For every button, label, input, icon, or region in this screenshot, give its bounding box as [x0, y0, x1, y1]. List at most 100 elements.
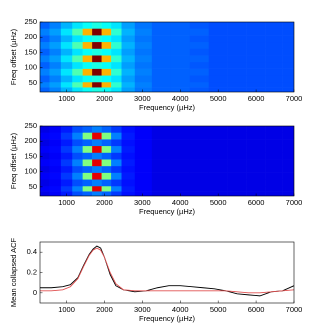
heat-cell — [49, 145, 62, 153]
series-line — [40, 245, 294, 297]
heat-cell — [189, 22, 210, 29]
heat-cell — [121, 172, 136, 180]
heat-cell — [101, 132, 112, 140]
heat-cell — [246, 81, 266, 88]
heat-cell — [246, 185, 266, 192]
heat-cell — [121, 159, 136, 167]
heat-cell — [151, 172, 172, 180]
heat-cell — [189, 35, 210, 43]
heat-cell — [282, 191, 294, 196]
heat-cell — [265, 41, 283, 49]
heat-cell — [101, 55, 112, 63]
heat-cell — [60, 81, 73, 88]
heat-cell — [246, 126, 266, 133]
heat-cell — [227, 191, 247, 196]
y-tick-label: 250 — [24, 121, 37, 130]
heat-cell — [282, 75, 294, 83]
heat-cell — [265, 87, 283, 92]
heat-cell — [134, 152, 153, 160]
heat-cell — [189, 185, 210, 192]
heat-cell — [60, 75, 73, 83]
x-tick-label: 1000 — [58, 198, 75, 207]
heat-cell — [72, 185, 83, 192]
heat-cell — [170, 126, 191, 133]
heat-cell — [92, 185, 102, 192]
heat-cell — [265, 28, 283, 36]
heat-cell — [82, 75, 93, 83]
heat-cell — [170, 28, 191, 36]
y-tick-label: 150 — [24, 47, 37, 56]
heat-cell — [60, 172, 73, 180]
heat-cell — [82, 87, 93, 92]
heat-cell — [170, 61, 191, 69]
heat-cell — [189, 139, 210, 147]
heat-cell — [60, 35, 73, 43]
heat-cell — [246, 179, 266, 187]
heat-cell — [111, 145, 122, 153]
figure: 1000 2000 3000 4000 5000 6000 7000501001502002… — [9, 17, 303, 323]
heat-cell — [282, 126, 294, 133]
heat-cell — [101, 165, 112, 173]
heat-cell — [60, 126, 73, 133]
heat-cell — [170, 48, 191, 56]
heat-cell — [40, 22, 50, 29]
heat-cell — [151, 28, 172, 36]
y-tick-label: 50 — [29, 78, 37, 87]
heat-cell — [92, 75, 102, 83]
heat-cell — [170, 75, 191, 83]
heat-cell — [282, 28, 294, 36]
heat-cell — [134, 145, 153, 153]
heat-cell — [82, 132, 93, 140]
x-tick-label: 2000 — [96, 94, 113, 103]
heat-cell — [208, 81, 228, 88]
heat-cell — [72, 172, 83, 180]
y-tick-label: 50 — [29, 182, 37, 191]
heat-cell — [189, 75, 210, 83]
y-axis-label: Freq offset (µHz) — [9, 132, 18, 189]
heat-cell — [208, 22, 228, 29]
heat-cell — [227, 81, 247, 88]
heat-cell — [101, 185, 112, 192]
heat-cell — [265, 185, 283, 192]
heat-cell — [208, 172, 228, 180]
heat-cell — [208, 41, 228, 49]
heat-cell — [134, 55, 153, 63]
heat-cell — [134, 165, 153, 173]
heat-cell — [49, 41, 62, 49]
heat-cell — [151, 185, 172, 192]
heat-cell — [82, 61, 93, 69]
heat-cell — [72, 165, 83, 173]
heat-cell — [282, 139, 294, 147]
heat-cell — [282, 159, 294, 167]
heat-cell — [121, 132, 136, 140]
heat-cell — [60, 28, 73, 36]
heat-cell — [189, 165, 210, 173]
heat-cell — [72, 48, 83, 56]
heat-cell — [170, 179, 191, 187]
heat-cell — [151, 61, 172, 69]
heat-cell — [49, 165, 62, 173]
x-tick-label: 7000 — [286, 305, 303, 314]
heat-cell — [134, 28, 153, 36]
x-tick-label: 2000 — [96, 305, 113, 314]
heat-cell — [101, 61, 112, 69]
y-axis-label: Freq offset (µHz) — [9, 28, 18, 85]
heat-cell — [134, 75, 153, 83]
heat-cell — [92, 132, 102, 140]
heat-cell — [189, 48, 210, 56]
heat-cell — [189, 132, 210, 140]
heat-cell — [282, 132, 294, 140]
heat-cell — [246, 68, 266, 76]
heat-cell — [49, 68, 62, 76]
heat-cell — [72, 55, 83, 63]
heat-cell — [227, 75, 247, 83]
heat-cell — [72, 41, 83, 49]
heat-cell — [170, 41, 191, 49]
x-tick-label: 5000 — [210, 305, 227, 314]
heat-cell — [40, 81, 50, 88]
y-tick-label: 200 — [24, 32, 37, 41]
heat-cell — [40, 159, 50, 167]
x-tick-label: 4000 — [172, 94, 189, 103]
heat-cell — [134, 87, 153, 92]
heat-cell — [101, 126, 112, 133]
